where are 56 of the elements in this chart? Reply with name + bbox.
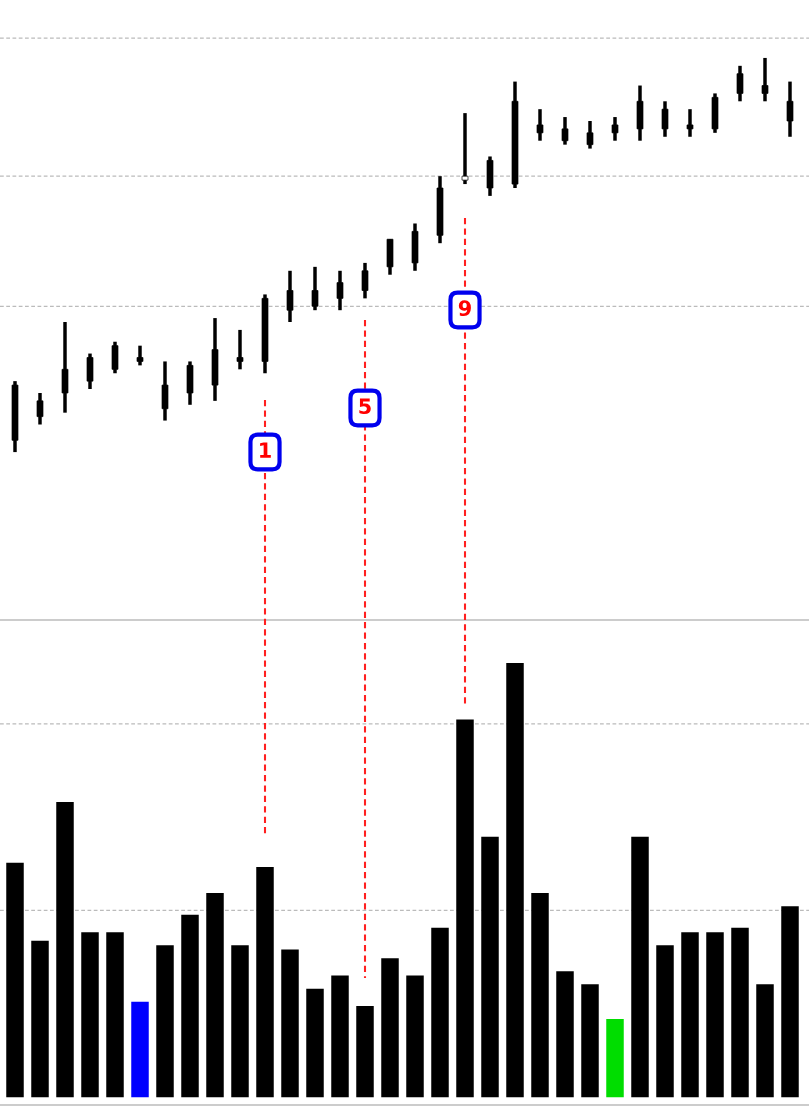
candlestick xyxy=(561,117,569,145)
bar xyxy=(556,971,574,1098)
bar xyxy=(81,932,99,1098)
bar xyxy=(481,836,499,1098)
candlestick xyxy=(611,117,619,141)
bar xyxy=(631,836,649,1098)
bar xyxy=(731,927,749,1098)
bar xyxy=(256,867,274,1098)
bar xyxy=(6,862,24,1098)
candlestick xyxy=(736,65,744,102)
candlestick xyxy=(361,261,369,299)
candlestick xyxy=(236,328,244,370)
candlestick xyxy=(86,353,94,390)
candlestick xyxy=(311,266,319,311)
candlestick xyxy=(136,345,144,366)
annotation: 9 xyxy=(458,300,471,317)
bar xyxy=(456,719,474,1098)
bar xyxy=(131,1001,149,1098)
candlestick xyxy=(111,341,119,374)
bar xyxy=(431,927,449,1098)
bar xyxy=(231,945,249,1098)
bar xyxy=(106,932,124,1098)
bar xyxy=(781,906,799,1098)
bar xyxy=(581,984,599,1098)
bar xyxy=(506,662,524,1098)
candlestick xyxy=(461,113,469,186)
bar xyxy=(181,914,199,1098)
candlestick xyxy=(336,270,344,311)
bar xyxy=(381,958,399,1098)
bar xyxy=(681,932,699,1098)
candlestick xyxy=(586,121,594,149)
bar xyxy=(306,988,324,1098)
bar xyxy=(31,940,49,1098)
candlestick xyxy=(536,109,544,141)
candlestick xyxy=(661,101,669,137)
candlestick xyxy=(161,361,169,421)
bar xyxy=(356,1006,374,1098)
bar xyxy=(56,801,74,1098)
candlestick xyxy=(761,56,769,102)
candlestick xyxy=(36,392,44,425)
bar xyxy=(756,984,774,1098)
bar xyxy=(706,932,724,1098)
bar xyxy=(206,893,224,1098)
candlestick xyxy=(61,322,69,413)
candlestick xyxy=(686,109,694,137)
bar xyxy=(156,945,174,1098)
bar xyxy=(531,893,549,1098)
candlestick xyxy=(786,81,794,137)
annotation: 5 xyxy=(359,398,371,415)
candlestick xyxy=(286,270,294,323)
bar xyxy=(656,945,674,1098)
bar xyxy=(406,975,424,1098)
bar xyxy=(331,975,349,1098)
bar xyxy=(281,949,299,1098)
annotation: 1 xyxy=(260,442,271,458)
bar xyxy=(606,1019,624,1098)
